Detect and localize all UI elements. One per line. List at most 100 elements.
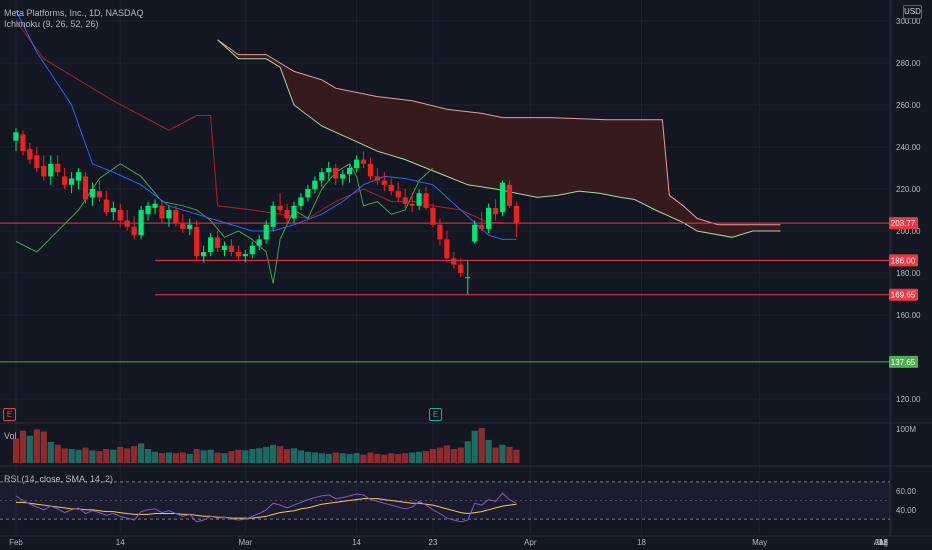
- candle-body[interactable]: [347, 168, 353, 175]
- candle-body[interactable]: [284, 210, 290, 219]
- volume-bar: [457, 447, 464, 463]
- volume-bar: [402, 453, 409, 463]
- candle-body[interactable]: [242, 254, 248, 257]
- candle-body[interactable]: [326, 168, 332, 173]
- candle-body[interactable]: [319, 172, 325, 181]
- candle-body[interactable]: [187, 224, 193, 229]
- candle-body[interactable]: [82, 176, 89, 200]
- candle-body[interactable]: [235, 252, 241, 257]
- candle-body[interactable]: [270, 205, 276, 227]
- candle-body[interactable]: [263, 224, 269, 240]
- candle-body[interactable]: [249, 245, 255, 255]
- candle-body[interactable]: [256, 239, 262, 246]
- candle-body[interactable]: [305, 189, 311, 198]
- volume-bar: [283, 449, 291, 463]
- candle-body[interactable]: [333, 168, 339, 179]
- currency-badge[interactable]: USD: [903, 5, 922, 19]
- candle-body[interactable]: [131, 226, 137, 236]
- candle-body[interactable]: [423, 193, 429, 208]
- volume-bar: [318, 453, 325, 463]
- symbol-legend[interactable]: Meta Platforms, Inc., 1D, NASDAQ: [4, 8, 144, 18]
- candle-body[interactable]: [166, 210, 172, 219]
- candle-body[interactable]: [430, 207, 436, 225]
- candle-body[interactable]: [159, 205, 165, 219]
- horizontal-levels[interactable]: [0, 222, 890, 363]
- candle-body[interactable]: [353, 159, 360, 168]
- candle-body[interactable]: [124, 220, 130, 227]
- volume-bar: [249, 449, 256, 463]
- candle-body[interactable]: [13, 132, 19, 141]
- volume-bar: [117, 446, 124, 463]
- candle-body[interactable]: [312, 180, 318, 189]
- candle-body[interactable]: [34, 155, 40, 168]
- candle-body[interactable]: [444, 239, 450, 259]
- candle-body[interactable]: [180, 222, 186, 229]
- candle-body[interactable]: [437, 224, 443, 240]
- candle-body[interactable]: [103, 199, 109, 213]
- candle-body[interactable]: [381, 180, 387, 185]
- candle-body[interactable]: [458, 264, 464, 273]
- candle-body[interactable]: [89, 189, 96, 198]
- candle-body[interactable]: [194, 226, 200, 257]
- candle-body[interactable]: [492, 207, 499, 215]
- candle-body[interactable]: [41, 165, 47, 177]
- candle-body[interactable]: [75, 172, 82, 181]
- candle-body[interactable]: [208, 237, 214, 252]
- candle-body[interactable]: [20, 134, 26, 152]
- volume-bar: [61, 448, 68, 463]
- candle-body[interactable]: [479, 224, 485, 229]
- candle-body[interactable]: [117, 210, 123, 221]
- candle-body[interactable]: [228, 245, 235, 252]
- candle-body[interactable]: [499, 182, 506, 213]
- candle-body[interactable]: [69, 178, 75, 185]
- ichimoku-cloud: [217, 39, 781, 238]
- candle-body[interactable]: [395, 191, 401, 198]
- volume-bar: [263, 446, 270, 463]
- candles[interactable]: [13, 128, 519, 294]
- candle-body[interactable]: [367, 163, 374, 177]
- candle-body[interactable]: [374, 176, 380, 181]
- candle-body[interactable]: [513, 205, 519, 223]
- price-axis-label: 240.00: [896, 143, 921, 152]
- ichimoku-legend[interactable]: Ichimoku (9, 26, 52, 26): [4, 19, 99, 29]
- candle-body[interactable]: [173, 210, 179, 223]
- candle-body[interactable]: [465, 277, 471, 279]
- candle-body[interactable]: [451, 258, 457, 265]
- candle-body[interactable]: [486, 207, 492, 229]
- candle-body[interactable]: [416, 193, 422, 206]
- candle-body[interactable]: [402, 197, 408, 204]
- candle-body[interactable]: [96, 191, 102, 198]
- candle-body[interactable]: [201, 252, 207, 257]
- earnings-icon[interactable]: E: [3, 408, 16, 421]
- candle-body[interactable]: [388, 184, 394, 192]
- candle-body[interactable]: [506, 184, 513, 206]
- volume-bar: [471, 430, 478, 463]
- candle-body[interactable]: [138, 210, 144, 236]
- candle-body[interactable]: [409, 203, 415, 206]
- volume-bar: [506, 446, 513, 463]
- candle-body[interactable]: [472, 224, 478, 242]
- volume-legend[interactable]: Vol: [4, 431, 17, 441]
- candle-body[interactable]: [214, 237, 221, 248]
- price-axis-label: 300.00: [896, 17, 921, 26]
- candle-body[interactable]: [62, 176, 68, 185]
- candle-body[interactable]: [298, 197, 304, 206]
- earnings-icon[interactable]: E: [429, 408, 442, 421]
- candle-body[interactable]: [277, 205, 283, 210]
- candle-body[interactable]: [110, 207, 116, 213]
- candle-body[interactable]: [48, 163, 54, 177]
- price-level-badge: [889, 288, 918, 301]
- candle-body[interactable]: [221, 245, 228, 250]
- candle-body[interactable]: [55, 163, 61, 173]
- candle-body[interactable]: [27, 149, 33, 160]
- price-axis[interactable]: 120.00 160.00 180.00 200.00 220.00 240.00 260.…: [896, 17, 921, 404]
- candle-body[interactable]: [291, 205, 297, 219]
- candle-body[interactable]: [340, 174, 346, 179]
- candle-body[interactable]: [152, 203, 158, 208]
- volume-axis-label: 100M: [896, 425, 916, 434]
- rsi-legend[interactable]: RSI (14, close, SMA, 14, 2): [4, 474, 114, 484]
- candle-body[interactable]: [145, 205, 151, 215]
- candle-body[interactable]: [360, 159, 367, 164]
